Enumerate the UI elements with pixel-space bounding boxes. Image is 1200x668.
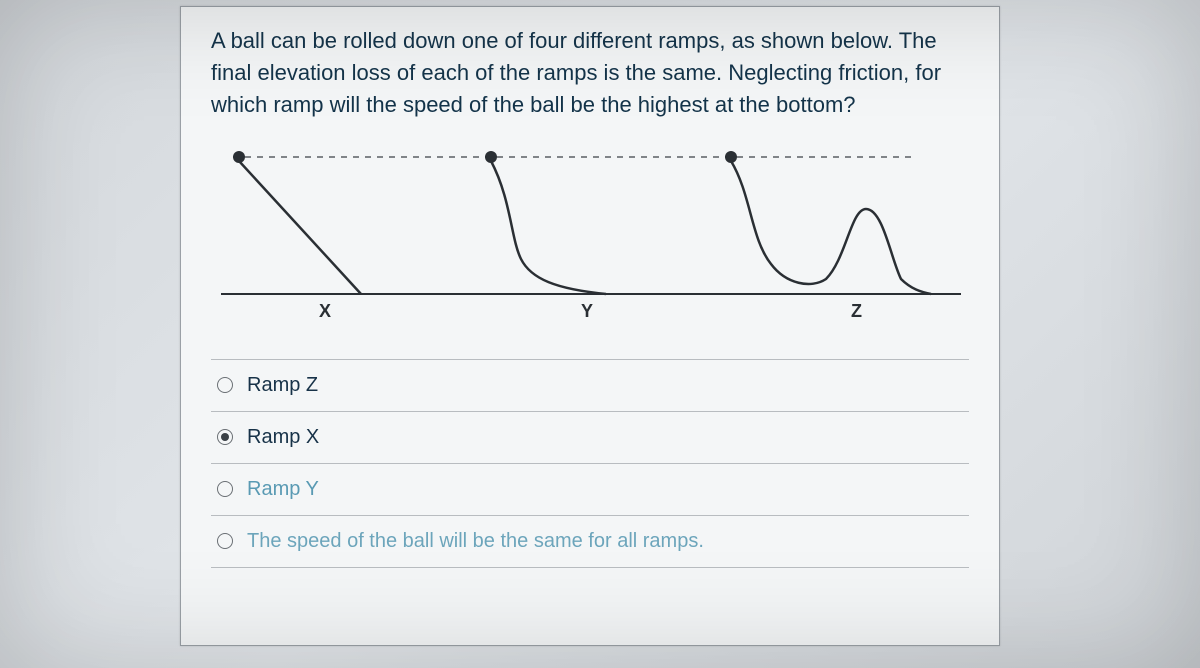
ramp-svg: X Y Z xyxy=(211,139,971,329)
ramp-x-curve xyxy=(239,161,361,294)
ramp-figure: X Y Z xyxy=(181,131,999,329)
question-text: A ball can be rolled down one of four di… xyxy=(181,7,999,131)
option-label: The speed of the ball will be the same f… xyxy=(247,530,704,553)
radio-icon[interactable] xyxy=(217,533,233,549)
ramp-label-z: Z xyxy=(851,301,862,321)
page-root: A ball can be rolled down one of four di… xyxy=(0,0,1200,668)
question-card: A ball can be rolled down one of four di… xyxy=(180,6,1000,646)
answer-options: Ramp Z Ramp X Ramp Y The speed of the ba… xyxy=(211,359,969,568)
ramp-y-curve xyxy=(491,161,606,294)
option-label: Ramp Y xyxy=(247,478,319,501)
option-same[interactable]: The speed of the ball will be the same f… xyxy=(211,516,969,568)
ramp-z-curve xyxy=(731,161,931,294)
radio-icon[interactable] xyxy=(217,377,233,393)
option-label: Ramp X xyxy=(247,426,319,449)
option-ramp-z[interactable]: Ramp Z xyxy=(211,359,969,412)
radio-icon[interactable] xyxy=(217,429,233,445)
option-label: Ramp Z xyxy=(247,374,318,397)
radio-icon[interactable] xyxy=(217,481,233,497)
ramp-label-x: X xyxy=(319,301,331,321)
ramp-label-y: Y xyxy=(581,301,593,321)
option-ramp-x[interactable]: Ramp X xyxy=(211,412,969,464)
option-ramp-y[interactable]: Ramp Y xyxy=(211,464,969,516)
